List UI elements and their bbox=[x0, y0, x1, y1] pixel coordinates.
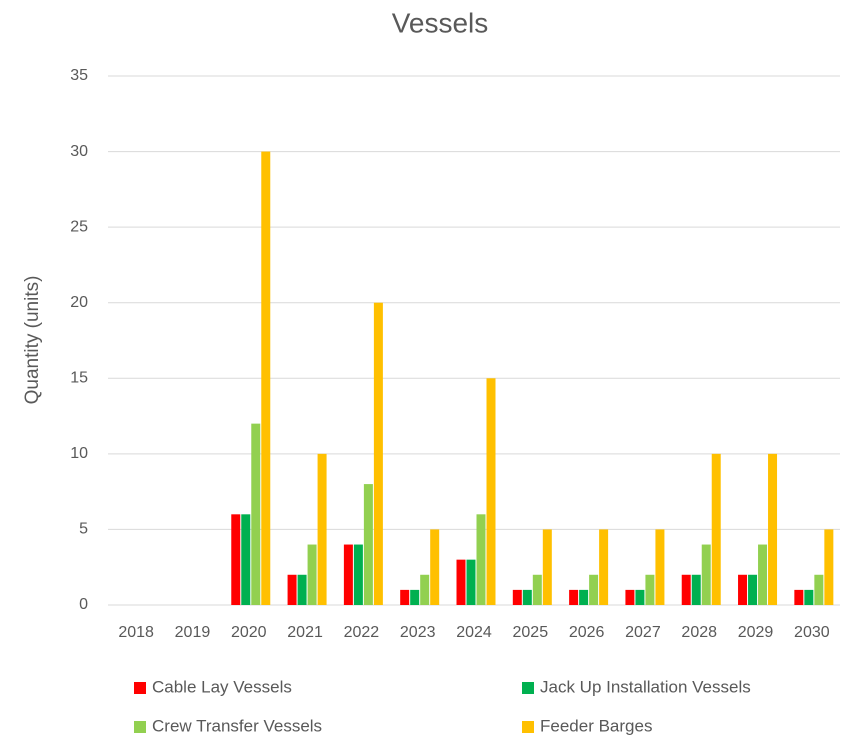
bar bbox=[542, 529, 552, 605]
bar bbox=[430, 529, 440, 605]
bar bbox=[579, 589, 589, 605]
bar bbox=[261, 151, 271, 606]
bar bbox=[410, 589, 420, 605]
bar bbox=[466, 559, 476, 605]
legend-label: Feeder Barges bbox=[540, 716, 652, 735]
y-tick-label: 25 bbox=[70, 218, 88, 235]
bar bbox=[625, 589, 635, 605]
bar bbox=[691, 574, 701, 605]
legend-label: Crew Transfer Vessels bbox=[152, 716, 322, 735]
bar bbox=[241, 514, 251, 605]
x-tick-label: 2022 bbox=[344, 624, 380, 641]
bar bbox=[343, 544, 353, 605]
bar bbox=[307, 544, 317, 605]
x-tick-label: 2030 bbox=[794, 624, 830, 641]
bar bbox=[231, 514, 241, 605]
y-tick-label: 30 bbox=[70, 143, 88, 160]
bar bbox=[456, 559, 466, 605]
legend-swatch bbox=[522, 682, 534, 694]
legend-swatch bbox=[134, 682, 146, 694]
bar bbox=[569, 589, 579, 605]
x-tick-label: 2024 bbox=[456, 624, 492, 641]
legend-swatch bbox=[522, 721, 534, 733]
bar bbox=[363, 484, 373, 605]
bar bbox=[400, 589, 410, 605]
bar bbox=[768, 453, 778, 605]
x-tick-label: 2026 bbox=[569, 624, 605, 641]
bar bbox=[711, 453, 721, 605]
chart-title: Vessels bbox=[392, 7, 489, 38]
x-tick-label: 2018 bbox=[118, 624, 154, 641]
legend-label: Jack Up Installation Vessels bbox=[540, 677, 751, 696]
legend-label: Cable Lay Vessels bbox=[152, 677, 292, 696]
bar bbox=[287, 574, 297, 605]
legend-swatch bbox=[134, 721, 146, 733]
bar bbox=[748, 574, 758, 605]
x-tick-label: 2021 bbox=[287, 624, 323, 641]
bar bbox=[758, 544, 768, 605]
y-tick-label: 10 bbox=[70, 445, 88, 462]
bar bbox=[824, 529, 834, 605]
bar bbox=[655, 529, 665, 605]
bar bbox=[645, 574, 655, 605]
y-axis-title: Quantity (units) bbox=[22, 276, 43, 405]
bar bbox=[738, 574, 748, 605]
bar bbox=[522, 589, 532, 605]
bar bbox=[814, 574, 824, 605]
x-tick-label: 2027 bbox=[625, 624, 661, 641]
bar bbox=[420, 574, 430, 605]
bar bbox=[373, 302, 383, 605]
bar bbox=[486, 378, 496, 605]
bar bbox=[681, 574, 691, 605]
bar bbox=[635, 589, 645, 605]
x-tick-label: 2028 bbox=[681, 624, 717, 641]
bar bbox=[353, 544, 363, 605]
x-tick-label: 2020 bbox=[231, 624, 267, 641]
y-tick-label: 0 bbox=[79, 596, 88, 613]
x-tick-label: 2025 bbox=[513, 624, 549, 641]
y-tick-label: 20 bbox=[70, 294, 88, 311]
bar bbox=[251, 423, 261, 605]
bar bbox=[297, 574, 307, 605]
bar bbox=[804, 589, 814, 605]
bar bbox=[317, 453, 327, 605]
bar bbox=[476, 514, 486, 605]
y-tick-label: 35 bbox=[70, 67, 88, 84]
x-tick-label: 2029 bbox=[738, 624, 774, 641]
bar bbox=[512, 589, 522, 605]
y-tick-label: 15 bbox=[70, 370, 88, 387]
bar bbox=[794, 589, 804, 605]
bar bbox=[701, 544, 711, 605]
bar bbox=[599, 529, 609, 605]
x-tick-label: 2019 bbox=[175, 624, 211, 641]
y-tick-label: 5 bbox=[79, 521, 88, 538]
bar bbox=[532, 574, 542, 605]
x-tick-label: 2023 bbox=[400, 624, 436, 641]
bar bbox=[589, 574, 599, 605]
